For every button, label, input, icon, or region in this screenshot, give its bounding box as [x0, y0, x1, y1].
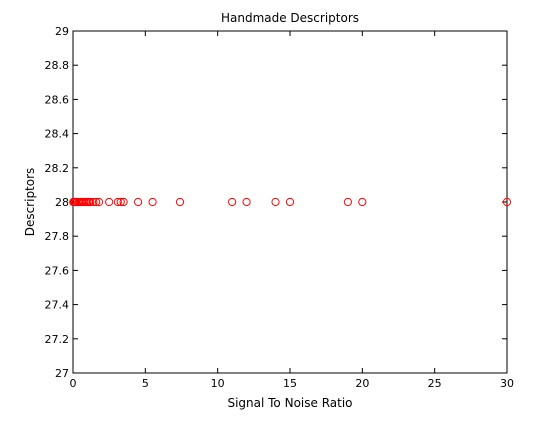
y-tick-label: 28	[55, 196, 69, 209]
data-point	[228, 197, 237, 207]
y-tick-label: 27.4	[45, 299, 70, 312]
y-tick-label: 28.8	[45, 59, 70, 72]
y-tick-label: 27	[55, 367, 69, 380]
data-point	[119, 197, 128, 207]
y-tick-label: 27.6	[45, 264, 70, 277]
data-point	[116, 197, 125, 207]
data-markers	[69, 197, 512, 207]
data-point	[358, 197, 367, 207]
data-point	[271, 197, 280, 207]
data-point	[113, 197, 122, 207]
data-point	[242, 197, 251, 207]
plot-area-border	[72, 30, 508, 374]
data-point	[343, 197, 352, 207]
x-tick-label: 30	[500, 377, 514, 390]
y-tick-label: 28.2	[45, 162, 70, 175]
x-tick-label: 0	[70, 377, 77, 390]
x-axis-label: Signal To Noise Ratio	[227, 396, 352, 410]
y-tick-label: 28.6	[45, 93, 70, 106]
data-point	[86, 197, 95, 207]
y-tick-label: 28.4	[45, 128, 70, 141]
x-tick-label: 15	[283, 377, 297, 390]
chart-title: Handmade Descriptors	[221, 11, 359, 25]
x-tick-label: 10	[211, 377, 225, 390]
x-axis-ticks: 0 5 10 15 20 25 30	[70, 31, 514, 390]
data-point	[89, 197, 98, 207]
data-point	[175, 197, 185, 207]
x-tick-label: 20	[355, 377, 369, 390]
y-tick-label: 27.2	[45, 333, 70, 346]
data-point	[94, 197, 104, 207]
axes-frame	[72, 30, 508, 374]
y-tick-label: 27.8	[45, 230, 70, 243]
y-axis-label: Descriptors	[23, 168, 37, 237]
data-point	[134, 197, 143, 207]
x-tick-label: 5	[142, 377, 149, 390]
data-point	[105, 197, 114, 207]
data-point	[502, 197, 512, 207]
data-point	[148, 197, 157, 207]
data-point	[92, 197, 101, 207]
x-tick-label: 25	[428, 377, 442, 390]
y-axis-ticks: 27 27.2 27.4 27.6 27.8 28 28.2 28.4 28.6 28.8 29	[45, 25, 507, 380]
y-tick-label: 29	[55, 25, 69, 38]
data-point	[285, 197, 295, 207]
